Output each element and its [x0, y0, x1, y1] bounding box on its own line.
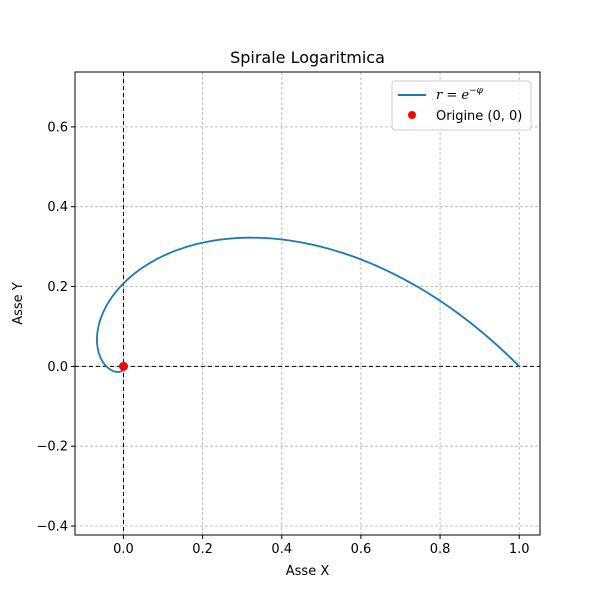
- y-tick-label: 0.6: [47, 120, 68, 135]
- x-axis-label: Asse X: [286, 564, 330, 579]
- x-tick-label: 0.6: [351, 542, 372, 557]
- origin-point: [118, 361, 128, 371]
- legend-e: e: [461, 88, 469, 103]
- legend-dot-swatch: [408, 111, 416, 119]
- axis-ticks: 0.0 0.2 0.4 0.6 0.8 1.0 −0.4 −0.2 0.0 0.2 0.4 0.6: [36, 120, 529, 557]
- legend-r: r: [436, 88, 443, 103]
- series-layer: [96, 236, 520, 373]
- grid-lines: [75, 72, 540, 535]
- spiral-line: [96, 236, 520, 373]
- legend-exponent: −φ: [469, 86, 484, 96]
- y-tick-label: −0.4: [36, 520, 68, 535]
- legend-box: [391, 80, 532, 131]
- x-tick-label: 0.0: [113, 542, 134, 557]
- x-tick-label: 0.4: [271, 542, 292, 557]
- legend-entry-spiral: r = e−φ: [436, 86, 484, 103]
- y-tick-label: 0.2: [47, 280, 68, 295]
- reference-lines: [75, 72, 540, 535]
- y-tick-label: 0.0: [47, 360, 68, 375]
- legend-entry-origin: Origine (0, 0): [436, 109, 522, 124]
- y-axis-label: Asse Y: [11, 282, 26, 325]
- x-tick-label: 0.2: [192, 542, 213, 557]
- legend: r = e−φ Origine (0, 0): [391, 80, 532, 131]
- x-tick-label: 0.8: [430, 542, 451, 557]
- x-tick-label: 1.0: [509, 542, 530, 557]
- chart-title: Spirale Logaritmica: [230, 48, 385, 67]
- y-tick-label: 0.4: [47, 200, 68, 215]
- plot-frame: [74, 71, 541, 536]
- legend-eq: =: [442, 88, 461, 103]
- y-tick-label: −0.2: [36, 440, 68, 455]
